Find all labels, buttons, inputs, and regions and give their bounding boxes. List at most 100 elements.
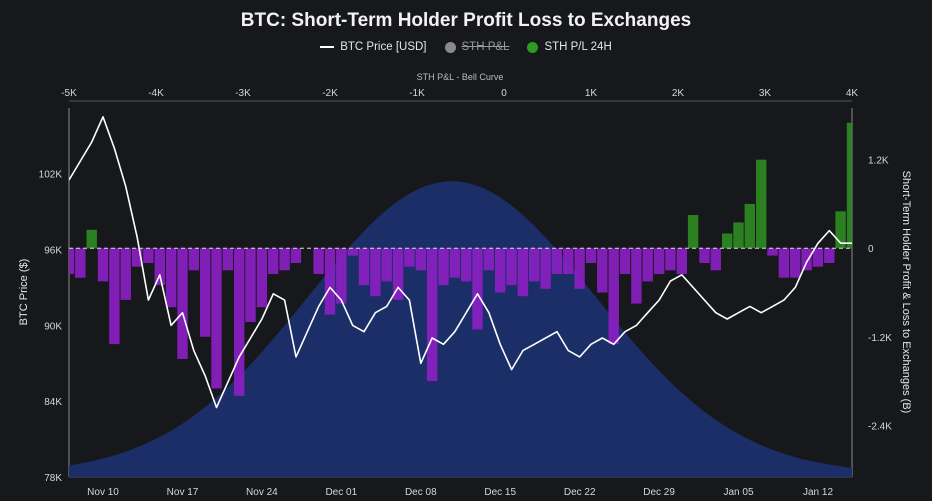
loss-bar [234, 248, 245, 396]
gray-dot-icon [444, 41, 456, 53]
x-tick-label: Dec 08 [405, 487, 437, 498]
price-line-layer [69, 116, 852, 409]
top-tick-label: -2K [322, 88, 338, 99]
loss-bar [438, 248, 449, 286]
loss-bar [563, 248, 574, 274]
loss-bar [97, 248, 109, 282]
profit-bar [744, 203, 755, 249]
loss-bar [222, 248, 233, 271]
top-tick-label: 4K [846, 88, 859, 99]
y-axis-ticks: 78K 84K 90K 96K 102K [39, 170, 63, 484]
loss-bar [801, 248, 812, 271]
x-tick-label: Nov 10 [87, 487, 119, 498]
top-tick-label: 3K [759, 88, 772, 99]
loss-bar [313, 248, 324, 274]
top-tick-label: 1K [585, 88, 598, 99]
loss-bar [415, 248, 426, 271]
y2-tick-label: -2.4K [868, 421, 892, 432]
legend-label-price: BTC Price [USD] [340, 41, 427, 53]
loss-bar [472, 248, 483, 330]
loss-bar [290, 248, 302, 263]
loss-bar [597, 248, 608, 293]
loss-bar [336, 248, 347, 304]
y-tick-label: 78K [44, 473, 62, 484]
loss-bar [109, 248, 120, 345]
y-tick-label: 102K [39, 170, 63, 181]
y-tick-label: 84K [44, 397, 62, 408]
profit-bar [835, 211, 846, 249]
profit-bar [687, 215, 699, 249]
loss-bar [506, 248, 517, 286]
loss-bar [120, 248, 131, 300]
loss-bar [426, 248, 438, 381]
x-tick-label: Jan 05 [723, 487, 753, 498]
loss-bar [676, 248, 687, 274]
loss-bar [404, 248, 415, 267]
loss-bar [665, 248, 676, 271]
loss-bar [642, 248, 653, 282]
top-axis-ticks: -5K -4K -3K -2K -1K 0 1K 2K 3K 4K [61, 88, 858, 99]
top-tick-label: -5K [61, 88, 77, 99]
loss-bar [165, 248, 177, 308]
legend-label-pl: STH P&L [461, 41, 510, 53]
line-swatch-icon [320, 46, 335, 48]
legend-label-pl24: STH P/L 24H [544, 41, 612, 53]
legend-item-price[interactable]: BTC Price [USD] [320, 41, 427, 53]
loss-bar [710, 248, 721, 271]
y-axis-label: BTC Price ($) [18, 259, 30, 326]
loss-bar [778, 248, 790, 278]
profit-bar [733, 222, 744, 249]
top-axis-label: STH P&L - Bell Curve [417, 72, 504, 82]
loss-bar [631, 248, 642, 304]
pl-bars-layer [69, 122, 852, 396]
top-tick-label: -1K [409, 88, 425, 99]
loss-bar [517, 248, 529, 297]
loss-bar [574, 248, 585, 289]
x-tick-label: Dec 01 [325, 487, 357, 498]
loss-bar [324, 248, 336, 315]
loss-bar [495, 248, 506, 293]
loss-bar [381, 248, 392, 282]
loss-bar [812, 248, 824, 267]
loss-bar [177, 248, 188, 359]
loss-bar [551, 248, 563, 274]
loss-bar [154, 248, 165, 286]
btc-price-line [69, 116, 852, 409]
loss-bar [358, 248, 370, 286]
y2-axis-ticks: -2.4K -1.2K 0 1.2K [868, 156, 892, 433]
profit-bar [846, 122, 852, 249]
profit-bar [722, 233, 733, 249]
y2-tick-label: 0 [868, 244, 874, 255]
loss-bar [540, 248, 551, 289]
top-tick-label: -3K [235, 88, 251, 99]
green-dot-icon [527, 41, 539, 53]
bell-curve-layer [69, 181, 852, 477]
loss-bar [824, 248, 835, 263]
legend: BTC Price [USD] STH P&L STH P/L 24H [0, 41, 932, 53]
loss-bar [608, 248, 619, 345]
loss-bar [75, 248, 86, 278]
loss-bar [69, 248, 75, 274]
loss-bar [767, 248, 778, 256]
loss-bar [619, 248, 631, 274]
y2-tick-label: -1.2K [868, 333, 892, 344]
x-tick-label: Dec 15 [484, 487, 516, 498]
loss-bar [699, 248, 710, 263]
loss-bar [653, 248, 665, 274]
legend-item-pl24[interactable]: STH P/L 24H [527, 41, 612, 53]
loss-bar [256, 248, 268, 308]
loss-bar [370, 248, 381, 297]
y-tick-label: 90K [44, 321, 62, 332]
x-tick-label: Nov 24 [246, 487, 278, 498]
profit-bar [756, 159, 767, 249]
x-tick-label: Nov 17 [167, 487, 199, 498]
loss-bar [529, 248, 540, 282]
legend-item-pl[interactable]: STH P&L [444, 41, 510, 53]
loss-bar [449, 248, 460, 278]
loss-bar [211, 248, 222, 389]
loss-bar [483, 248, 494, 271]
loss-bar [347, 248, 358, 256]
x-tick-label: Jan 12 [803, 487, 833, 498]
top-tick-label: 2K [672, 88, 685, 99]
